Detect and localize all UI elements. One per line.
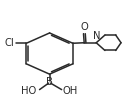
Text: Cl: Cl <box>5 38 14 48</box>
Text: B: B <box>46 77 53 87</box>
Text: HO: HO <box>21 86 37 96</box>
Text: OH: OH <box>63 86 78 96</box>
Text: O: O <box>81 22 88 32</box>
Text: N: N <box>93 31 101 41</box>
